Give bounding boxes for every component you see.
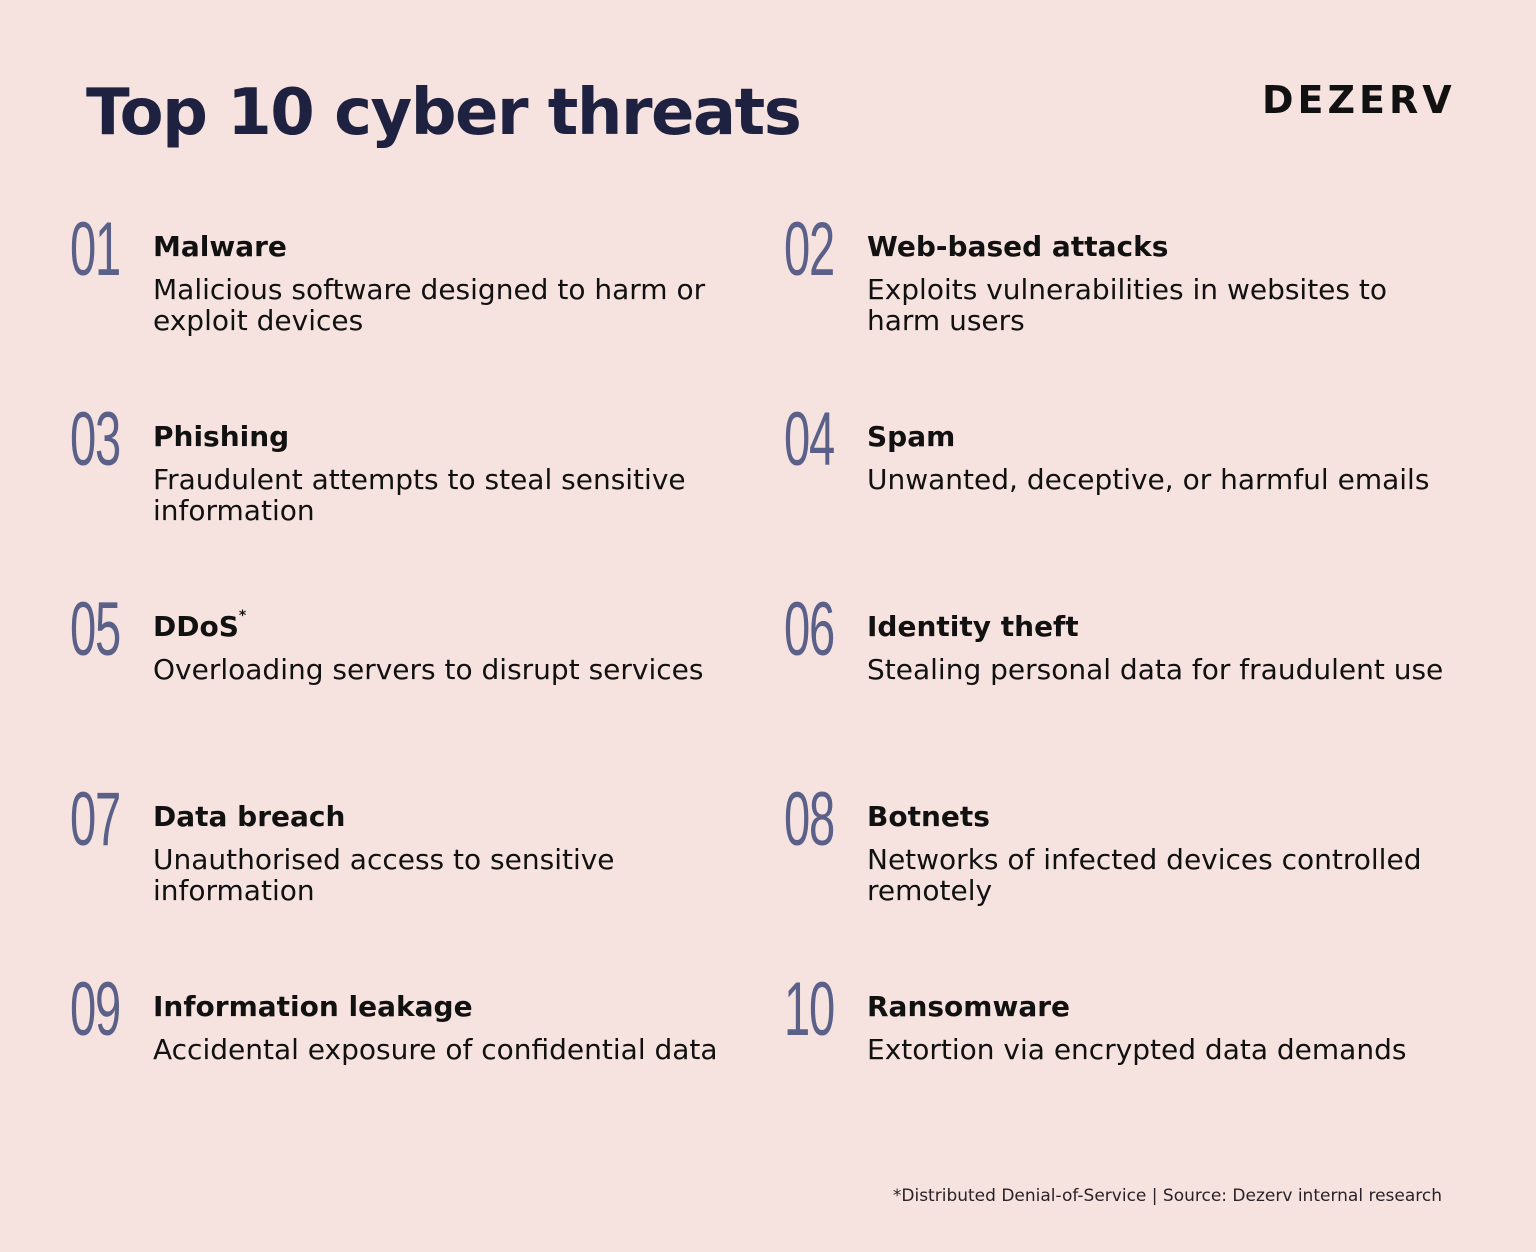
page-title: Top 10 cyber threats — [86, 76, 802, 150]
threat-description: Malicious software designed to harm or e… — [153, 273, 706, 337]
threat-item: 05 DDoS* Overloading servers to disrupt … — [70, 587, 710, 742]
footnote: *Distributed Denial-of-Service | Source:… — [892, 1186, 1442, 1206]
threat-number: 07 — [70, 777, 121, 862]
threat-name-text: Spam — [867, 420, 956, 453]
threat-name-text: Data breach — [153, 800, 346, 833]
threat-name-text: Identity theft — [867, 610, 1079, 643]
threat-name-text: Information leakage — [153, 990, 473, 1023]
threat-number: 10 — [784, 967, 835, 1052]
threat-description: Unwanted, deceptive, or harmful emails — [867, 463, 1430, 496]
threat-number: 03 — [70, 397, 121, 482]
threat-description: Unauthorised access to sensitive informa… — [153, 843, 615, 907]
threat-description: Fraudulent attempts to steal sensitive i… — [153, 463, 686, 527]
threat-number: 06 — [784, 587, 835, 672]
threat-name: Identity theft — [867, 610, 1079, 643]
threat-description: Networks of infected devices controlled … — [867, 843, 1422, 907]
threat-name-text: Ransomware — [867, 990, 1071, 1023]
threat-name: Data breach — [153, 800, 345, 833]
threat-name: Botnets — [867, 800, 990, 833]
threat-name: Web-based attacks — [867, 230, 1168, 263]
threat-item: 08 Botnets Networks of infected devices … — [784, 777, 1424, 932]
threat-description: Extortion via encrypted data demands — [867, 1033, 1407, 1066]
threat-item: 04 Spam Unwanted, deceptive, or harmful … — [784, 397, 1429, 552]
threat-name: Malware — [153, 230, 287, 263]
footnote-marker: * — [238, 608, 247, 624]
threat-item: 03 Phishing Fraudulent attempts to steal… — [70, 397, 710, 552]
threat-item: 01 Malware Malicious software designed t… — [70, 207, 710, 362]
threat-number: 09 — [70, 967, 121, 1052]
threat-number: 02 — [784, 207, 835, 292]
dezerv-logo: DEZERV — [1262, 78, 1456, 122]
threat-item: 10 Ransomware Extortion via encrypted da… — [784, 967, 1424, 1122]
threat-name: Spam — [867, 420, 955, 453]
threat-name-text: Botnets — [867, 800, 990, 833]
threat-name: Phishing — [153, 420, 289, 453]
threat-number: 05 — [70, 587, 121, 672]
threat-name: Information leakage — [153, 990, 473, 1023]
threat-number: 04 — [784, 397, 835, 482]
threat-description: Exploits vulnerabilities in websites to … — [867, 273, 1388, 337]
threat-item: 09 Information leakage Accidental exposu… — [70, 967, 718, 1122]
threat-name: Ransomware — [867, 990, 1070, 1023]
threat-name-text: Web-based attacks — [867, 230, 1169, 263]
threat-name-text: Phishing — [153, 420, 290, 453]
threat-item: 02 Web-based attacks Exploits vulnerabil… — [784, 207, 1424, 362]
threat-name-text: DDoS — [153, 610, 239, 643]
threat-description: Stealing personal data for fraudulent us… — [867, 653, 1444, 686]
threat-number: 01 — [70, 207, 121, 292]
threat-name-text: Malware — [153, 230, 287, 263]
threat-description: Overloading servers to disrupt services — [153, 653, 704, 686]
threat-item: 07 Data breach Unauthorised access to se… — [70, 777, 710, 932]
threat-item: 06 Identity theft Stealing personal data… — [784, 587, 1443, 742]
threat-description: Accidental exposure of confidential data — [153, 1033, 718, 1066]
threat-number: 08 — [784, 777, 835, 862]
threat-name: DDoS* — [153, 608, 247, 643]
